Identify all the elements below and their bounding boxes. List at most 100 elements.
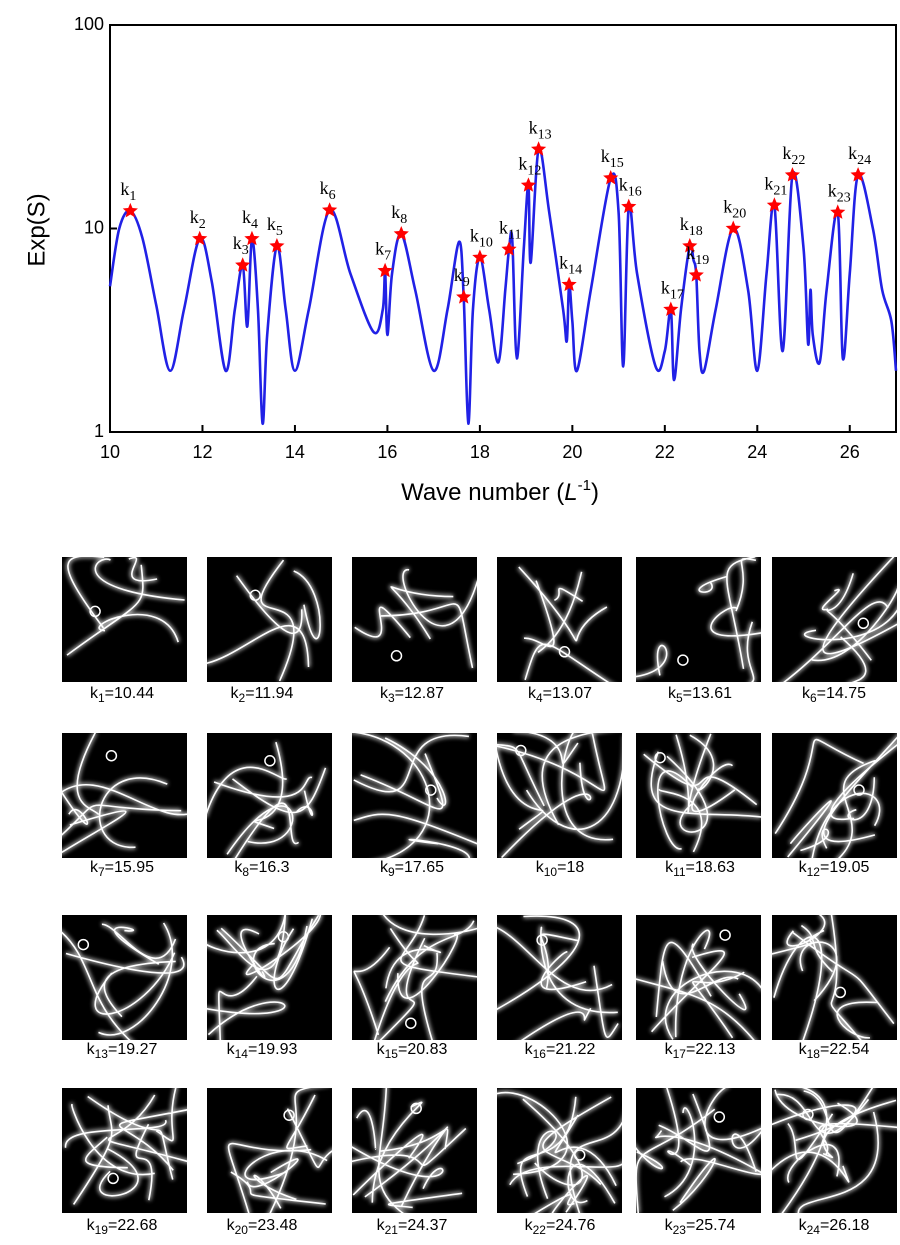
y-tick-label: 10 <box>84 217 104 237</box>
pattern-ring <box>89 605 101 618</box>
pattern-lines <box>354 568 477 669</box>
panel-caption-k: k <box>90 859 99 876</box>
panel-caption-k: k <box>227 1217 236 1234</box>
panel-caption-sub: 13 <box>95 1047 109 1061</box>
pattern-lines <box>636 929 761 1040</box>
marker-label: k17 <box>661 277 684 302</box>
panel-caption-value: 22.68 <box>117 1217 157 1234</box>
panel-caption-sub: 7 <box>98 865 105 879</box>
panel-caption-k: k <box>377 1041 386 1058</box>
marker-label: k13 <box>529 117 552 142</box>
x-tick-label: 16 <box>377 442 397 462</box>
pattern-ring <box>410 1102 422 1115</box>
panel-caption-sep: = <box>683 685 692 702</box>
pattern-ring <box>107 1172 119 1185</box>
marker-label-sub: 17 <box>670 287 684 302</box>
pattern-background <box>62 915 187 1040</box>
marker-label: k12 <box>518 153 541 178</box>
panel-caption-value: 21.22 <box>555 1041 595 1058</box>
marker-label: k3 <box>233 233 249 258</box>
panel-caption: k11=18.63 <box>665 859 735 879</box>
marker-label-sub: 19 <box>695 253 709 268</box>
pattern-image <box>352 1088 477 1213</box>
panel-caption: k12=19.05 <box>799 859 870 879</box>
pattern-image <box>636 915 761 1040</box>
marker-label: k24 <box>848 143 871 168</box>
marker-label-k: k <box>848 143 857 163</box>
y-tick-label: 100 <box>74 14 104 34</box>
panel-caption: k22=24.76 <box>525 1217 596 1237</box>
panel-caption-value: 13.61 <box>692 685 732 702</box>
panel-caption-sub: 12 <box>807 865 821 879</box>
panel-caption-sub: 2 <box>239 691 246 705</box>
marker-label: k14 <box>559 253 582 278</box>
panel-caption-sub: 8 <box>242 865 249 879</box>
panel-caption-value: 10.44 <box>114 685 154 702</box>
pattern-lines <box>643 733 761 853</box>
pattern-ring <box>857 617 870 630</box>
panel-caption-k: k <box>665 1217 674 1234</box>
pattern-lines <box>497 1091 622 1213</box>
marker-label-k: k <box>242 207 251 227</box>
pattern-ring <box>802 1108 814 1121</box>
panel-caption-value: 15.95 <box>114 859 154 876</box>
panel-caption-value: 16.3 <box>258 859 289 876</box>
pattern-lines <box>636 1088 761 1213</box>
panel-caption: k8=16.3 <box>234 859 289 879</box>
panel-caption-k: k <box>231 685 240 702</box>
marker-label: k8 <box>391 202 407 227</box>
marker-label-k: k <box>120 179 129 199</box>
panel-caption: k20=23.48 <box>227 1217 298 1237</box>
pattern-lines <box>636 557 761 682</box>
pattern-ring <box>713 1111 726 1123</box>
panel-caption-sep: = <box>105 859 114 876</box>
panel-caption-k: k <box>377 1217 386 1234</box>
panel-caption-value: 19.27 <box>117 1041 157 1058</box>
pattern-ring <box>264 755 276 767</box>
pattern-background <box>62 557 187 682</box>
pattern-image <box>497 557 622 682</box>
marker-label: k7 <box>375 239 391 264</box>
panel-caption-k: k <box>525 1217 534 1234</box>
x-axis-title-sup: -1 <box>578 477 591 494</box>
marker-label-sub: 13 <box>538 127 552 142</box>
panel-caption-sub: 24 <box>807 1223 821 1237</box>
marker-label-sub: 20 <box>732 207 746 222</box>
marker-star <box>393 225 409 241</box>
pattern-image <box>207 915 332 1040</box>
pattern-ring <box>853 784 865 796</box>
pattern-image <box>352 733 477 858</box>
pattern-lines <box>772 1088 897 1213</box>
pattern-image <box>636 1088 761 1213</box>
panel-caption-sub: 16 <box>533 1047 547 1061</box>
marker-star <box>621 198 637 214</box>
pattern-background <box>772 733 897 858</box>
panel-caption: k17=22.13 <box>665 1041 736 1061</box>
pattern-image <box>207 1088 332 1213</box>
marker-label-k: k <box>661 277 670 297</box>
pattern-ring <box>105 749 118 762</box>
panel-caption: k7=15.95 <box>90 859 154 879</box>
marker-label-k: k <box>686 243 695 263</box>
panel-caption: k23=25.74 <box>665 1217 736 1237</box>
marker-label: k1 <box>120 179 136 204</box>
panel-caption: k4=13.07 <box>528 685 592 705</box>
panel-caption-sep: = <box>398 1041 407 1058</box>
marker-label-k: k <box>391 202 400 222</box>
pattern-lines <box>353 915 477 1040</box>
marker-star <box>663 301 679 316</box>
pattern-lines <box>772 915 895 1040</box>
marker-star <box>456 289 472 304</box>
panel-caption-sep: = <box>248 1041 257 1058</box>
panel-caption-sub: 19 <box>95 1223 109 1237</box>
panel-caption-sub: 3 <box>388 691 395 705</box>
panel-caption-sub: 20 <box>235 1223 249 1237</box>
panel-caption-k: k <box>90 685 99 702</box>
panel-caption-sep: = <box>108 1217 117 1234</box>
pattern-image <box>497 1088 622 1213</box>
panel-caption-sep: = <box>820 1217 829 1234</box>
pattern-ring <box>515 744 527 757</box>
panel-caption-sub: 22 <box>533 1223 547 1237</box>
marker-label: k11 <box>499 217 521 242</box>
marker-label-sub: 24 <box>857 153 871 168</box>
